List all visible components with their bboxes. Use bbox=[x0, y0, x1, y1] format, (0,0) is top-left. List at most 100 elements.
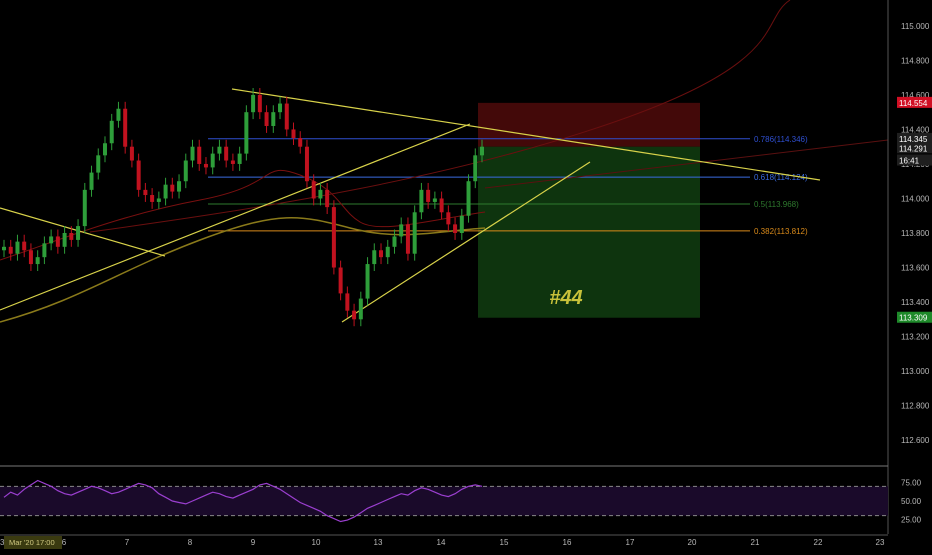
candle-body bbox=[129, 146, 134, 161]
candle-body bbox=[466, 181, 471, 216]
candle-body bbox=[473, 155, 478, 182]
candle-body bbox=[419, 189, 424, 213]
time-axis-tick-label: 22 bbox=[814, 538, 823, 547]
price-tag-label: 114.345 bbox=[899, 135, 928, 144]
price-axis-tick-label: 114.600 bbox=[901, 91, 930, 100]
time-axis-tick-label: 6 bbox=[62, 538, 67, 547]
time-axis-tick-label: 10 bbox=[312, 538, 321, 547]
candle-body bbox=[82, 189, 87, 227]
trendline-rising-channel bbox=[0, 123, 471, 311]
candle-body bbox=[304, 146, 309, 182]
price-axis-tick-label: 113.600 bbox=[901, 264, 930, 273]
candle-body bbox=[405, 224, 410, 254]
time-axis-tick-label: 17 bbox=[626, 538, 635, 547]
candle-body bbox=[271, 112, 276, 126]
fib-level-label: 0.382(113.812) bbox=[754, 227, 808, 236]
candle-body bbox=[96, 155, 101, 173]
price-tag bbox=[897, 132, 932, 144]
candle-body bbox=[203, 163, 208, 168]
candle-body bbox=[210, 153, 215, 168]
candle-body bbox=[318, 189, 323, 199]
candle-body bbox=[365, 264, 370, 299]
time-axis-tick-label: 15 bbox=[500, 538, 509, 547]
candle-body bbox=[325, 189, 330, 208]
candle-body bbox=[116, 108, 121, 121]
long-moving-average bbox=[89, 0, 791, 233]
candle-body bbox=[35, 257, 40, 265]
candle-body bbox=[338, 267, 343, 294]
rsi-line bbox=[3, 479, 483, 523]
candle-body bbox=[163, 184, 168, 199]
candle-body bbox=[298, 138, 303, 147]
price-axis-tick-label: 114.800 bbox=[901, 56, 930, 65]
candle-body bbox=[15, 241, 20, 254]
candle-body bbox=[459, 215, 464, 233]
fib-level-label: 0.786(114.346) bbox=[754, 135, 808, 144]
time-axis-tick-label: 13 bbox=[374, 538, 383, 547]
candle-body bbox=[345, 293, 350, 311]
price-axis-tick-label: 114.400 bbox=[901, 125, 930, 134]
trade-annotation: #44 bbox=[549, 287, 582, 309]
candle-body bbox=[257, 94, 262, 113]
moving-average-extension bbox=[484, 139, 889, 189]
price-axis-tick-label: 113.400 bbox=[901, 298, 930, 307]
price-tag bbox=[897, 142, 932, 154]
candle-body bbox=[143, 189, 148, 196]
time-axis-tick-label: 8 bbox=[188, 538, 193, 547]
candle-body bbox=[412, 212, 417, 254]
trendline-wedge-top bbox=[231, 88, 821, 181]
candle-body bbox=[183, 160, 188, 182]
time-axis-tick-label: 3 bbox=[0, 538, 5, 547]
candle-body bbox=[177, 181, 182, 192]
candle-body bbox=[197, 146, 202, 164]
candle-body bbox=[284, 103, 289, 130]
price-axis-tick-label: 115.000 bbox=[901, 22, 930, 31]
candle-body bbox=[432, 198, 437, 202]
candle-body bbox=[217, 146, 222, 154]
fib-level-label: 0.5(113.968) bbox=[754, 200, 799, 209]
candle-body bbox=[123, 108, 128, 147]
price-axis-tick-label: 112.600 bbox=[901, 436, 930, 445]
candle-body bbox=[392, 236, 397, 247]
candle-body bbox=[426, 189, 431, 202]
price-tag-label: 114.291 bbox=[899, 144, 928, 153]
candle-body bbox=[49, 236, 54, 244]
take-profit-zone bbox=[478, 146, 700, 318]
price-tag bbox=[897, 96, 932, 108]
candle-body bbox=[358, 298, 363, 320]
candle-body bbox=[150, 195, 155, 202]
price-axis-tick-label: 114.000 bbox=[901, 194, 930, 203]
price-tag bbox=[897, 154, 932, 166]
candle-body bbox=[190, 146, 195, 161]
rsi-axis-tick-label: 25.00 bbox=[901, 515, 922, 524]
candle-body bbox=[251, 94, 256, 113]
price-tag-label: 16:41 bbox=[899, 157, 920, 166]
candle-body bbox=[170, 184, 175, 192]
candle-body bbox=[446, 212, 451, 225]
candle-body bbox=[109, 120, 114, 144]
time-axis-tick-label: 9 bbox=[251, 538, 256, 547]
price-axis-tick-label: 113.200 bbox=[901, 333, 930, 342]
time-axis-tick-label: 16 bbox=[563, 538, 572, 547]
candle-body bbox=[311, 181, 316, 199]
candle-body bbox=[372, 250, 377, 265]
candle-body bbox=[136, 160, 141, 190]
price-axis-tick-label: 112.800 bbox=[901, 402, 930, 411]
candle-body bbox=[480, 146, 484, 156]
candle-body bbox=[89, 172, 94, 190]
time-axis-tick-label: 14 bbox=[437, 538, 446, 547]
trendline-descending-left bbox=[0, 207, 166, 257]
time-axis-tick-label: 20 bbox=[688, 538, 697, 547]
time-axis-tick-label: 23 bbox=[876, 538, 885, 547]
time-axis-tick-label: 7 bbox=[125, 538, 130, 547]
candle-body bbox=[453, 224, 458, 233]
candle-body bbox=[69, 233, 74, 240]
candle-body bbox=[385, 246, 390, 258]
time-axis-tick-label: 21 bbox=[751, 538, 760, 547]
candle-body bbox=[379, 250, 384, 258]
candle-body bbox=[2, 246, 6, 251]
stop-loss-zone bbox=[478, 102, 700, 147]
rsi-band-fill bbox=[0, 486, 888, 516]
